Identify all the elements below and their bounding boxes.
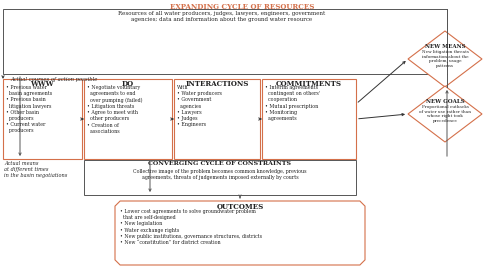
- Text: DO: DO: [122, 80, 134, 88]
- Polygon shape: [115, 201, 365, 265]
- Text: WWW: WWW: [30, 80, 54, 88]
- Bar: [84, 79, 172, 159]
- Polygon shape: [408, 86, 482, 142]
- Text: Collective image of the problem becomes common knowledge, previous
agreements, t: Collective image of the problem becomes …: [133, 169, 307, 180]
- Text: INTERACTIONS: INTERACTIONS: [185, 80, 249, 88]
- Text: With
• Water producers
• Government
  agencies
• Lawyers
• Judges
• Engineers: With • Water producers • Government agen…: [177, 85, 222, 127]
- Bar: [3, 79, 82, 159]
- Polygon shape: [408, 31, 482, 87]
- Text: COMMITMENTS: COMMITMENTS: [276, 80, 342, 88]
- Text: • Negotiate voluntary
  agreements to end
  over pumping (failed)
• Litigation t: • Negotiate voluntary agreements to end …: [87, 85, 142, 134]
- Text: New litigation threats
information about the
problem, usage
patterns: New litigation threats information about…: [422, 50, 469, 68]
- Text: • Previous water
  basin agreements
• Previous basin
  litigation lawyers
• Othe: • Previous water basin agreements • Prev…: [6, 85, 52, 133]
- Text: NEW GOALS: NEW GOALS: [425, 99, 464, 104]
- Text: OUTCOMES: OUTCOMES: [216, 203, 264, 211]
- Text: Resources of all water producers, judges, lawyers, engineers, government
agencie: Resources of all water producers, judges…: [119, 11, 326, 22]
- Text: Actual courses of action possible: Actual courses of action possible: [10, 77, 97, 82]
- Bar: [174, 79, 260, 159]
- Bar: [84, 160, 356, 195]
- Bar: [262, 79, 356, 159]
- Text: • Lower cost agreements to solve groundwater problem
  that are self-designed
• : • Lower cost agreements to solve groundw…: [120, 209, 262, 245]
- Text: CONVERGING CYCLE OF CONSTRAINTS: CONVERGING CYCLE OF CONSTRAINTS: [149, 161, 291, 166]
- Text: • Interim agreements
  contingent on others'
  cooperation
• Mutual prescription: • Interim agreements contingent on other…: [265, 85, 320, 121]
- Bar: [3, 9, 447, 74]
- Text: Proportional cutbacks
of water use rather than
whose right took
precedence: Proportional cutbacks of water use rathe…: [419, 105, 471, 123]
- Text: EXPANDING CYCLE OF RESOURCES: EXPANDING CYCLE OF RESOURCES: [170, 3, 314, 11]
- Text: NEW MEANS: NEW MEANS: [424, 44, 465, 49]
- Text: Actual means
at different times
in the basin negotiations: Actual means at different times in the b…: [4, 161, 67, 178]
